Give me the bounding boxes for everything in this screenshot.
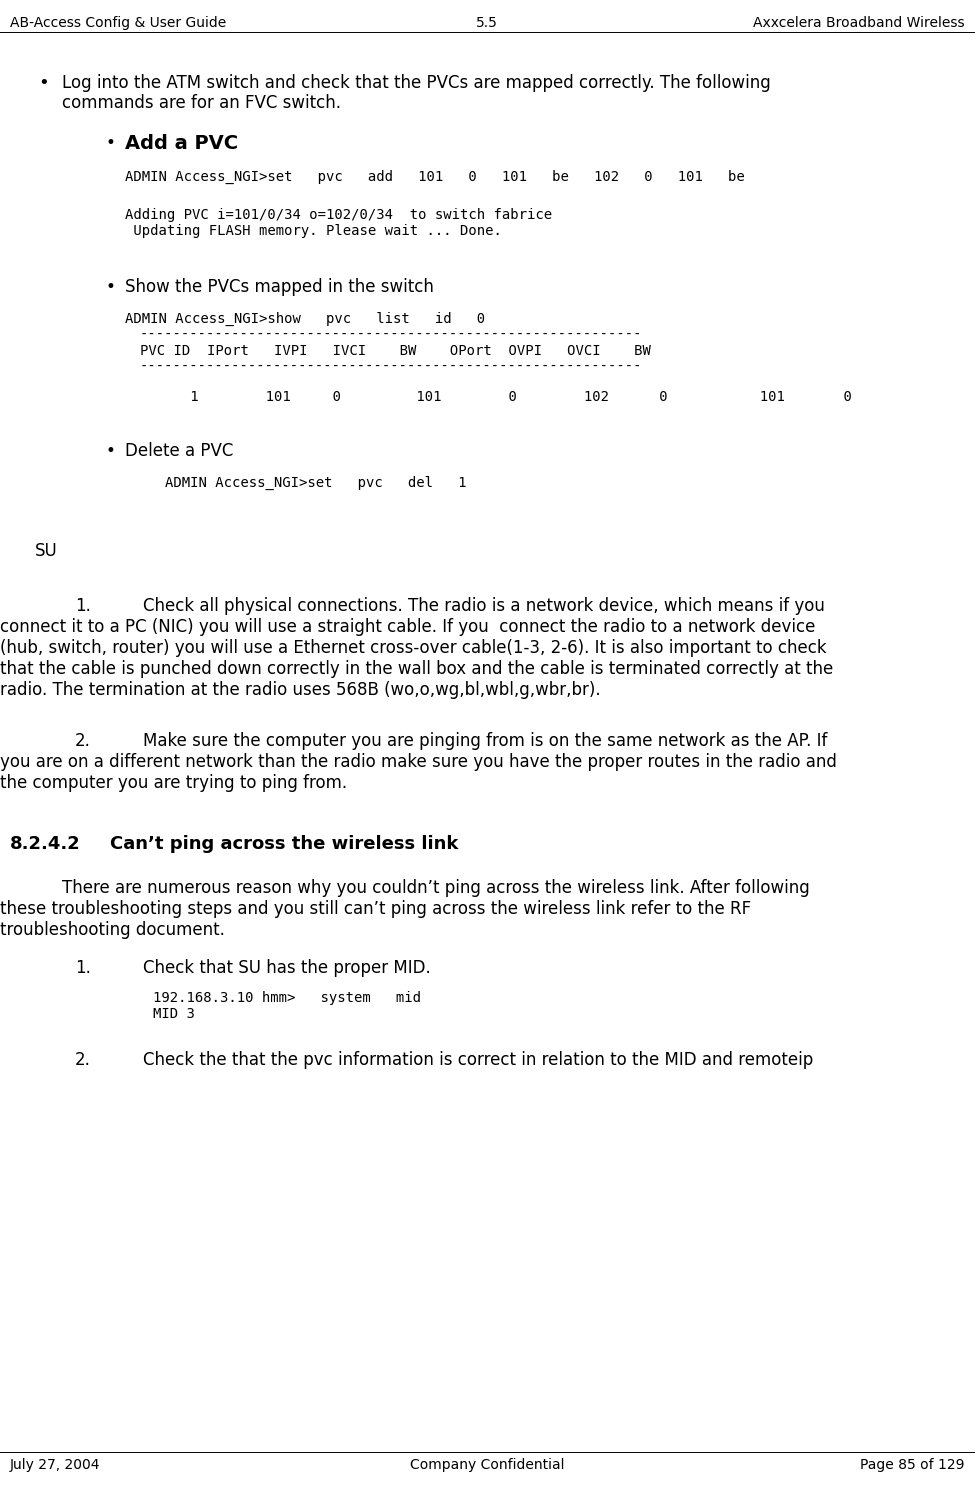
Text: ADMIN Access_NGI>set   pvc   del   1: ADMIN Access_NGI>set pvc del 1: [165, 477, 466, 490]
Text: these troubleshooting steps and you still can’t ping across the wireless link re: these troubleshooting steps and you stil…: [0, 899, 751, 917]
Text: There are numerous reason why you couldn’t ping across the wireless link. After : There are numerous reason why you couldn…: [62, 878, 810, 896]
Text: Log into the ATM switch and check that the PVCs are mapped correctly. The follow: Log into the ATM switch and check that t…: [62, 75, 771, 93]
Text: ADMIN Access_NGI>show   pvc   list   id   0: ADMIN Access_NGI>show pvc list id 0: [125, 312, 486, 326]
Text: commands are for an FVC switch.: commands are for an FVC switch.: [62, 94, 341, 112]
Text: Can’t ping across the wireless link: Can’t ping across the wireless link: [110, 835, 458, 853]
Text: AB-Access Config & User Guide: AB-Access Config & User Guide: [10, 16, 226, 30]
Text: •: •: [105, 278, 115, 296]
Text: Check the that the pvc information is correct in relation to the MID and remotei: Check the that the pvc information is co…: [143, 1050, 813, 1070]
Text: Company Confidential: Company Confidential: [410, 1458, 565, 1472]
Text: Page 85 of 129: Page 85 of 129: [861, 1458, 965, 1472]
Text: •: •: [105, 442, 115, 460]
Text: MID 3: MID 3: [153, 1007, 195, 1020]
Text: radio. The termination at the radio uses 568B (wo,o,wg,bl,wbl,g,wbr,br).: radio. The termination at the radio uses…: [0, 681, 601, 699]
Text: (hub, switch, router) you will use a Ethernet cross-over cable(1-3, 2-6). It is : (hub, switch, router) you will use a Eth…: [0, 639, 827, 657]
Text: Axxcelera Broadband Wireless: Axxcelera Broadband Wireless: [754, 16, 965, 30]
Text: 5.5: 5.5: [476, 16, 498, 30]
Text: 8.2.4.2: 8.2.4.2: [10, 835, 81, 853]
Text: •: •: [38, 75, 49, 93]
Text: Show the PVCs mapped in the switch: Show the PVCs mapped in the switch: [125, 278, 434, 296]
Text: 1.: 1.: [75, 598, 91, 616]
Text: Updating FLASH memory. Please wait ... Done.: Updating FLASH memory. Please wait ... D…: [125, 224, 502, 238]
Text: Check all physical connections. The radio is a network device, which means if yo: Check all physical connections. The radi…: [143, 598, 825, 616]
Text: 1        101     0         101        0        102      0           101       0: 1 101 0 101 0 102 0 101 0: [140, 390, 852, 403]
Text: July 27, 2004: July 27, 2004: [10, 1458, 100, 1472]
Text: you are on a different network than the radio make sure you have the proper rout: you are on a different network than the …: [0, 753, 837, 771]
Text: SU: SU: [35, 542, 58, 560]
Text: 2.: 2.: [75, 732, 91, 750]
Text: that the cable is punched down correctly in the wall box and the cable is termin: that the cable is punched down correctly…: [0, 660, 834, 678]
Text: ADMIN Access_NGI>set   pvc   add   101   0   101   be   102   0   101   be: ADMIN Access_NGI>set pvc add 101 0 101 b…: [125, 170, 745, 184]
Text: the computer you are trying to ping from.: the computer you are trying to ping from…: [0, 774, 347, 792]
Text: connect it to a PC (NIC) you will use a straight cable. If you  connect the radi: connect it to a PC (NIC) you will use a …: [0, 619, 815, 636]
Text: Add a PVC: Add a PVC: [125, 134, 238, 152]
Text: Make sure the computer you are pinging from is on the same network as the AP. If: Make sure the computer you are pinging f…: [143, 732, 828, 750]
Text: •: •: [105, 134, 115, 152]
Text: ------------------------------------------------------------: ----------------------------------------…: [140, 329, 643, 342]
Text: Adding PVC i=101/0/34 o=102/0/34  to switch fabrice: Adding PVC i=101/0/34 o=102/0/34 to swit…: [125, 208, 552, 223]
Text: 1.: 1.: [75, 959, 91, 977]
Text: troubleshooting document.: troubleshooting document.: [0, 920, 225, 940]
Text: 192.168.3.10 hmm>   system   mid: 192.168.3.10 hmm> system mid: [153, 991, 421, 1005]
Text: ------------------------------------------------------------: ----------------------------------------…: [140, 360, 643, 374]
Text: 2.: 2.: [75, 1050, 91, 1070]
Text: PVC ID  IPort   IVPI   IVCI    BW    OPort  OVPI   OVCI    BW: PVC ID IPort IVPI IVCI BW OPort OVPI OVC…: [140, 344, 651, 359]
Text: Delete a PVC: Delete a PVC: [125, 442, 233, 460]
Text: Check that SU has the proper MID.: Check that SU has the proper MID.: [143, 959, 431, 977]
